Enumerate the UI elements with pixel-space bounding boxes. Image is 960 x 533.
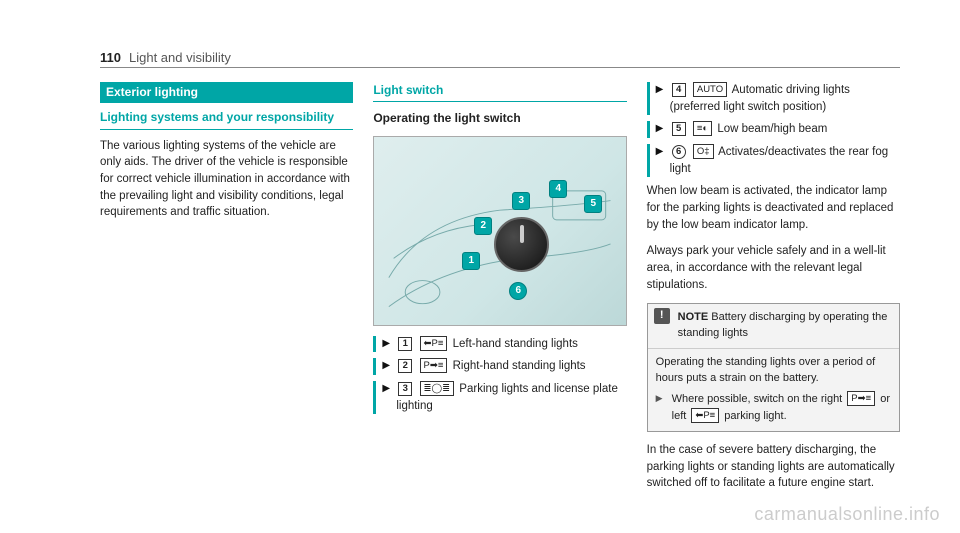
note-body2-post: parking light.	[721, 410, 786, 422]
position-number: 6	[672, 145, 686, 159]
page-number: 110	[100, 50, 121, 65]
callout-2: 2	[474, 217, 492, 235]
page-header-title: Light and visibility	[129, 50, 231, 65]
figure-light-switch: 1 2 3 4 5 6	[373, 136, 626, 326]
note-title: NOTE	[678, 311, 709, 323]
left-standing-light-icon: ⬅P≡	[420, 336, 448, 351]
para-park-safely: Always park your vehicle safely and in a…	[647, 243, 900, 293]
position-number: 4	[672, 83, 686, 97]
position-number: 1	[398, 337, 412, 351]
bullet-arrow-icon: ▶	[656, 145, 664, 160]
note-body-action: Where possible, switch on the right P➡≡ …	[656, 391, 891, 425]
watermark: carmanualsonline.info	[754, 504, 940, 525]
column-3: ▶ 4 AUTO Automatic driving lights (prefe…	[647, 82, 900, 502]
note-body2-pre: Where possible, switch on the right	[672, 393, 846, 405]
subhead-lighting-systems: Lighting systems and your responsibility	[100, 109, 353, 129]
light-switch-knob	[494, 217, 549, 272]
callout-1: 1	[462, 252, 480, 270]
page: 110 Light and visibility Exterior lighti…	[0, 0, 960, 533]
callout-4: 4	[549, 180, 567, 198]
bullet-arrow-icon: ▶	[382, 382, 390, 397]
note-body: Operating the standing lights over a per…	[648, 349, 899, 431]
right-standing-light-icon: P➡≡	[420, 358, 448, 373]
note-alert-icon: !	[654, 308, 670, 324]
low-beam-icon: ≡◐	[693, 121, 712, 136]
list-item: ▶ 6 O‡ Activates/deactivates the rear fo…	[647, 144, 900, 177]
left-parking-light-icon: ⬅P≡	[691, 408, 719, 423]
callout-3: 3	[512, 192, 530, 210]
right-parking-light-icon: P➡≡	[847, 391, 875, 406]
note-box-battery: ! NOTE Battery discharging by operating …	[647, 303, 900, 432]
switch-positions-list: ▶ 1 ⬅P≡ Left-hand standing lights ▶ 2 P➡…	[373, 336, 626, 415]
position-number: 3	[398, 382, 412, 396]
note-body-text: Operating the standing lights over a per…	[656, 355, 891, 387]
list-item: ▶ 1 ⬅P≡ Left-hand standing lights	[373, 336, 626, 353]
bullet-arrow-icon: ▶	[382, 359, 390, 374]
bullet-arrow-icon: ▶	[656, 122, 664, 137]
position-text: Low beam/high beam	[717, 123, 827, 135]
callout-6: 6	[509, 282, 527, 300]
bullet-arrow-icon: ▶	[656, 83, 664, 98]
subsubhead-operating: Operating the light switch	[373, 110, 626, 127]
list-item: ▶ 4 AUTO Automatic driving lights (prefe…	[647, 82, 900, 115]
figure-dashboard: 1 2 3 4 5 6	[384, 162, 615, 300]
parking-lights-icon: ≣◯≣	[420, 381, 455, 396]
bullet-arrow-icon: ▶	[382, 337, 390, 352]
list-item: ▶ 3 ≣◯≣ Parking lights and license plate…	[373, 381, 626, 414]
auto-lights-icon: AUTO	[693, 82, 727, 97]
column-2: Light switch Operating the light switch …	[373, 82, 626, 502]
para-severe-discharge: In the case of severe battery dischargin…	[647, 442, 900, 492]
position-number: 2	[398, 359, 412, 373]
columns: Exterior lighting Lighting systems and y…	[100, 82, 900, 502]
para-low-beam: When low beam is activated, the indicato…	[647, 183, 900, 233]
note-head: ! NOTE Battery discharging by operating …	[648, 304, 899, 349]
rear-fog-icon: O‡	[693, 144, 714, 159]
callout-5: 5	[584, 195, 602, 213]
list-item: ▶ 2 P➡≡ Right-hand standing lights	[373, 358, 626, 375]
position-text: Right-hand standing lights	[453, 360, 586, 372]
switch-positions-list-cont: ▶ 4 AUTO Automatic driving lights (prefe…	[647, 82, 900, 177]
position-text: Left-hand standing lights	[453, 338, 578, 350]
subhead-light-switch: Light switch	[373, 82, 626, 102]
list-item: ▶ 5 ≡◐ Low beam/high beam	[647, 121, 900, 138]
position-number: 5	[672, 122, 686, 136]
section-bar-exterior-lighting: Exterior lighting	[100, 82, 353, 103]
page-header: 110 Light and visibility	[100, 50, 900, 68]
note-title-text: Battery discharging by operating the sta…	[678, 311, 888, 339]
column-1: Exterior lighting Lighting systems and y…	[100, 82, 353, 502]
para-responsibility: The various lighting systems of the vehi…	[100, 138, 353, 221]
